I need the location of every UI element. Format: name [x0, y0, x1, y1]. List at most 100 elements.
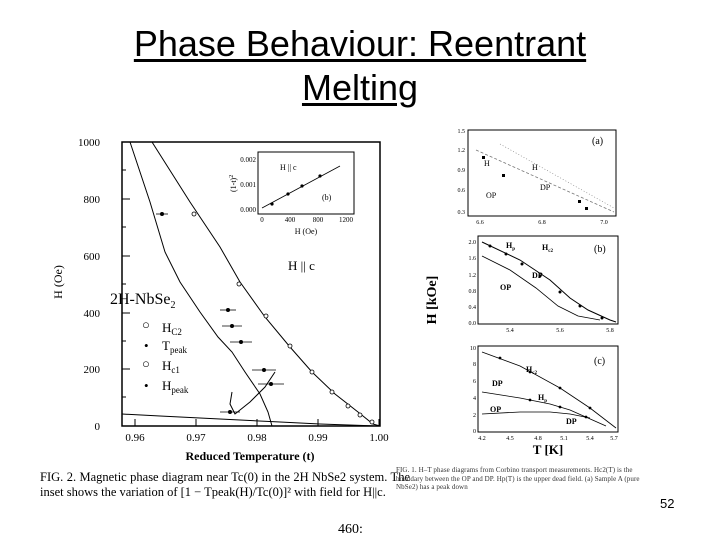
tpeak-curve [129, 141, 273, 427]
panel-c-tag: DP [566, 417, 577, 426]
hc2-points [191, 211, 375, 425]
legend-entry-hpeak: Hpeak [162, 378, 189, 395]
panel-a-tag: DP [540, 183, 551, 192]
panel-c-y-tick: 4 [473, 396, 476, 402]
panel-b-x-tick: 5.6 [556, 328, 564, 334]
field-orientation-label: H || c [288, 258, 315, 273]
legend: ○ HC2 • Tpeak ○ Hc1 • Hpeak [142, 317, 189, 395]
panel-c-tag: Hc2 [526, 365, 537, 376]
panel-c-x-tick: 5.7 [610, 436, 618, 442]
y-tick-label: 1000 [78, 137, 101, 149]
panel-a-x-tick: 7.0 [600, 220, 608, 226]
x-axis-label: Reduced Temperature (t) [185, 449, 314, 463]
panel-c-y-tick: 6 [473, 379, 476, 385]
panel-a-y-tick: 0.9 [458, 168, 466, 174]
legend-symbol: ○ [142, 317, 150, 332]
x-tick-label: 0.99 [308, 432, 328, 444]
legend-entry-tpeak: Tpeak [162, 338, 187, 355]
inset-y-label: (1-t)2 [229, 175, 238, 192]
panel-b-y-tick: 0.0 [469, 321, 477, 327]
slide-title-line2: Melting [301, 67, 419, 108]
legend-entry-hc1: Hc1 [162, 358, 180, 375]
inset-x-tick: 0 [260, 216, 264, 224]
right-y-axis-label: H [kOe] [425, 276, 440, 325]
inset-y-tick: 0.002 [240, 156, 256, 164]
panel-b-y-tick: 2.0 [469, 240, 477, 246]
x-tick-label: 0.98 [247, 432, 267, 444]
panel-c-y-tick: 0 [473, 429, 476, 435]
y-tick-label: 600 [84, 251, 101, 263]
y-axis-label: H (Oe) [51, 265, 65, 299]
inset-x-label: H (Oe) [295, 227, 318, 236]
panel-a-tag: H [532, 163, 538, 172]
inset-x-tick: 1200 [339, 216, 354, 224]
panel-a-x-tick: 6.6 [476, 220, 484, 226]
inset-label: H || c [280, 163, 297, 172]
panel-c-y-tick: 8 [473, 362, 476, 368]
panel-b-y-tick: 0.8 [469, 289, 477, 295]
panel-c-y-tick: 10 [470, 346, 476, 352]
hpeak-curve [229, 371, 276, 415]
y-tick-label: 800 [84, 194, 101, 206]
panel-b-y-tick: 1.6 [469, 256, 477, 262]
tpeak-points [160, 212, 273, 414]
inset-plot: H || c (b) 0.000 0.001 0.002 0 400 800 1… [229, 151, 355, 236]
panel-a-y-tick: 0.3 [458, 210, 466, 216]
x-tick-label: 0.97 [186, 432, 206, 444]
inset-y-tick: 0.000 [240, 206, 256, 214]
panel-c-x-tick: 4.2 [478, 436, 486, 442]
panel-a-tag: OP [486, 191, 497, 200]
panel-c-y-tick: 2 [473, 413, 476, 419]
tpeak-errorbars [156, 213, 284, 413]
panel-b-label: (b) [594, 244, 606, 255]
panel-b-y-tick: 0.4 [469, 305, 477, 311]
slide-title: Phase Behaviour: Reentrant Melting [60, 22, 660, 110]
x-tick-label: 1.00 [369, 432, 389, 444]
legend-entry-hc2: HC2 [162, 320, 182, 337]
y-tick-label: 400 [84, 308, 101, 320]
panel-b-tag: Hc2 [542, 243, 553, 254]
panel-c-tag: OP [490, 405, 501, 414]
panel-b: (b) Hc2 Hp DP OP 2.0 1.6 1.2 0.8 0.4 0.0… [469, 235, 619, 334]
inset-panel: (b) [322, 193, 332, 202]
x-tick-label: 0.96 [125, 432, 145, 444]
right-x-axis-label: T [K] [533, 442, 563, 457]
inset-y-tick: 0.001 [240, 181, 256, 189]
y-tick-label: 0 [95, 421, 101, 433]
panel-b-tag: Hp [506, 241, 515, 252]
page-number: 52 [660, 496, 675, 511]
panel-c-x-tick: 4.8 [534, 436, 542, 442]
panel-b-tag: OP [500, 283, 511, 292]
y-tick-label: 200 [84, 364, 101, 376]
legend-symbol: ○ [142, 356, 150, 371]
legend-symbol: • [144, 378, 149, 393]
panel-a-y-tick: 1.5 [458, 129, 466, 135]
hc1-curve [121, 413, 379, 427]
panel-b-x-tick: 5.4 [506, 328, 514, 334]
slide-title-line1: Phase Behaviour: Reentrant [133, 23, 587, 64]
panel-b-x-tick: 5.8 [606, 328, 614, 334]
panel-a-label: (a) [592, 136, 603, 147]
panel-c-x-tick: 5.1 [560, 436, 568, 442]
material-label: 2H-NbSe2 [110, 291, 175, 311]
panel-b-y-tick: 1.2 [469, 273, 477, 279]
inset-x-tick: 400 [285, 216, 296, 224]
panel-c-tag: DP [492, 379, 503, 388]
right-phase-diagrams: H [kOe] (a) H H DP OP 1.5 1.2 0.9 0.6 0.… [425, 129, 619, 457]
panel-a-y-tick: 1.2 [458, 148, 466, 154]
right-figure-caption: FIG. 1. H–T phase diagrams from Corbino … [396, 466, 640, 491]
panel-a-tag: H [484, 159, 490, 168]
left-phase-diagram: 0 200 400 600 800 1000 0.96 0.97 0.98 0.… [51, 137, 389, 463]
panel-c: (c) Hc2 DP Hp OP DP 10 8 6 4 2 0 4.2 4.5… [470, 345, 619, 442]
panel-c-label: (c) [594, 356, 605, 367]
panel-c-x-tick: 5.4 [586, 436, 594, 442]
panel-c-tag: Hp [538, 393, 547, 404]
legend-symbol: • [144, 338, 149, 353]
inset-x-tick: 800 [313, 216, 324, 224]
footer-number: 460: [338, 522, 363, 537]
panel-a-x-tick: 6.8 [538, 220, 546, 226]
panel-c-x-tick: 4.5 [506, 436, 514, 442]
panel-b-tag: DP [532, 271, 543, 280]
panel-a: (a) H H DP OP 1.5 1.2 0.9 0.6 0.3 6.6 6.… [458, 129, 617, 226]
panel-a-y-tick: 0.6 [458, 188, 466, 194]
